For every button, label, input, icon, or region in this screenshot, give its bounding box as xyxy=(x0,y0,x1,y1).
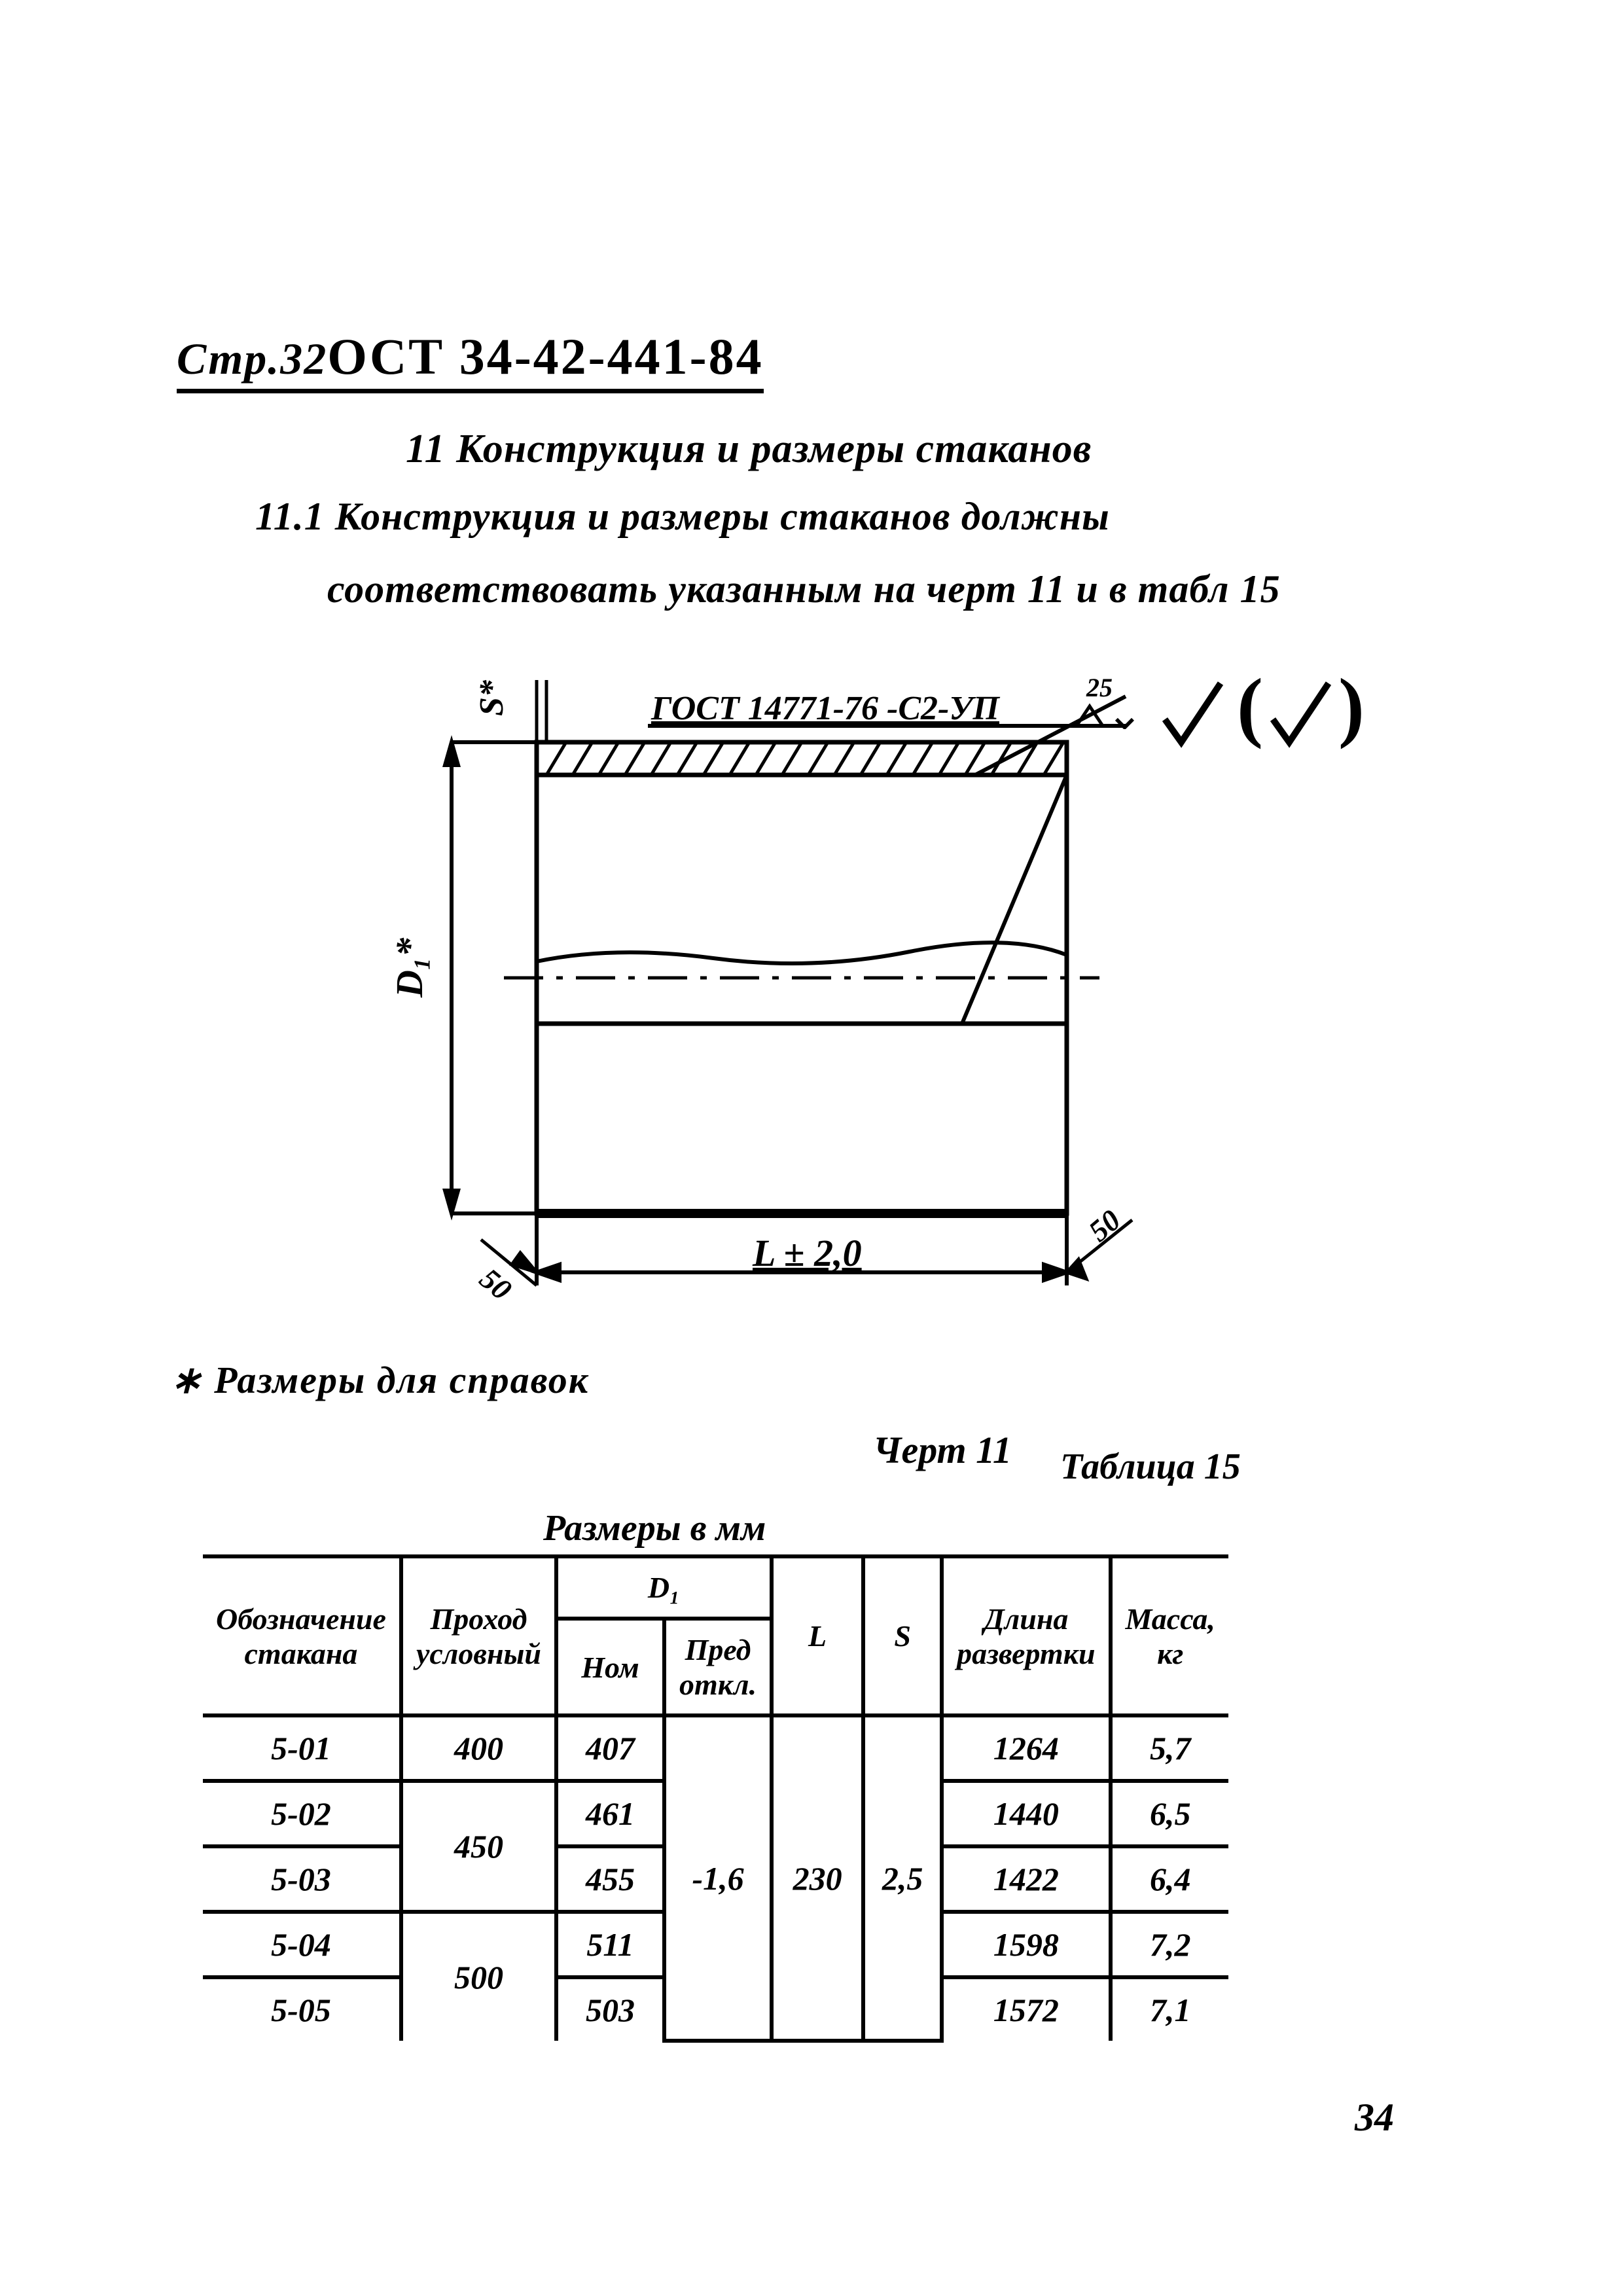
svg-text:50: 50 xyxy=(474,1262,518,1307)
dimensions-table: Обозначение стакана Проход условный D₁ L… xyxy=(203,1554,1228,2043)
dimensions-label: Размеры в мм xyxy=(543,1507,1446,1549)
ost-code: ОСТ 34-42-441-84 xyxy=(327,328,763,385)
page-header: Стр.32ОСТ 34-42-441-84 xyxy=(177,327,764,393)
svg-text:D₁*: D₁* xyxy=(388,937,431,998)
table-row: 5-01 400 407 -1,6 230 2,5 1264 5,7 xyxy=(203,1715,1228,1781)
page-number: 34 xyxy=(1355,2095,1394,2140)
gost-ref-text: ГОСТ 14771-76 -С2-УП xyxy=(651,690,1001,727)
col-dy: Проход условный xyxy=(401,1556,556,1715)
technical-drawing: ГОСТ 14771-76 -С2-УП 25 ⌄ ( ) S* xyxy=(255,657,1368,1344)
svg-text:): ) xyxy=(1338,662,1364,749)
col-L: L xyxy=(772,1556,863,1715)
table-header-row: Обозначение стакана Проход условный D₁ L… xyxy=(203,1556,1228,1619)
svg-text:50: 50 xyxy=(1082,1203,1127,1248)
svg-text:(: ( xyxy=(1237,662,1263,749)
page-content: Стр.32ОСТ 34-42-441-84 11 Конструкция и … xyxy=(177,327,1446,2114)
footnote: ∗ Размеры для справок xyxy=(170,1357,1446,1402)
table-label: Таблица 15 xyxy=(1060,1446,1446,1488)
col-otkl: Пред откл. xyxy=(664,1619,772,1715)
col-d1: D₁ xyxy=(556,1556,772,1619)
page-prefix: Стр.32 xyxy=(177,334,327,384)
col-mass: Масса, кг xyxy=(1111,1556,1228,1715)
col-nom: Ном xyxy=(556,1619,664,1715)
col-id: Обозначение стакана xyxy=(203,1556,401,1715)
svg-text:L ± 2,0: L ± 2,0 xyxy=(752,1232,862,1274)
section-para1: 11.1 Конструкция и размеры стаканов долж… xyxy=(255,488,1446,545)
col-len: Длина развертки xyxy=(942,1556,1110,1715)
col-S: S xyxy=(863,1556,942,1715)
section-para2: соответствовать указанным на черт 11 и в… xyxy=(327,561,1446,618)
svg-text:S*: S* xyxy=(473,679,510,716)
section-title: 11 Конструкция и размеры стаканов xyxy=(406,426,1446,473)
svg-text:⌄: ⌄ xyxy=(1106,689,1143,739)
